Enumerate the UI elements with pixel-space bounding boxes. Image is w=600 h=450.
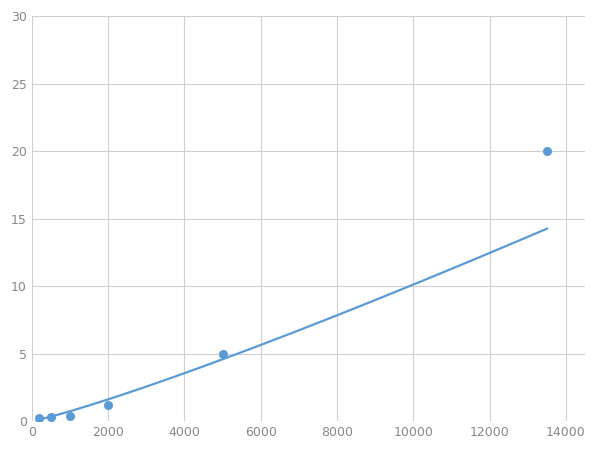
Point	[46, 414, 56, 421]
Point	[103, 401, 113, 409]
Point	[65, 412, 75, 419]
Point	[218, 350, 227, 357]
Point	[542, 148, 551, 155]
Point	[35, 415, 44, 422]
